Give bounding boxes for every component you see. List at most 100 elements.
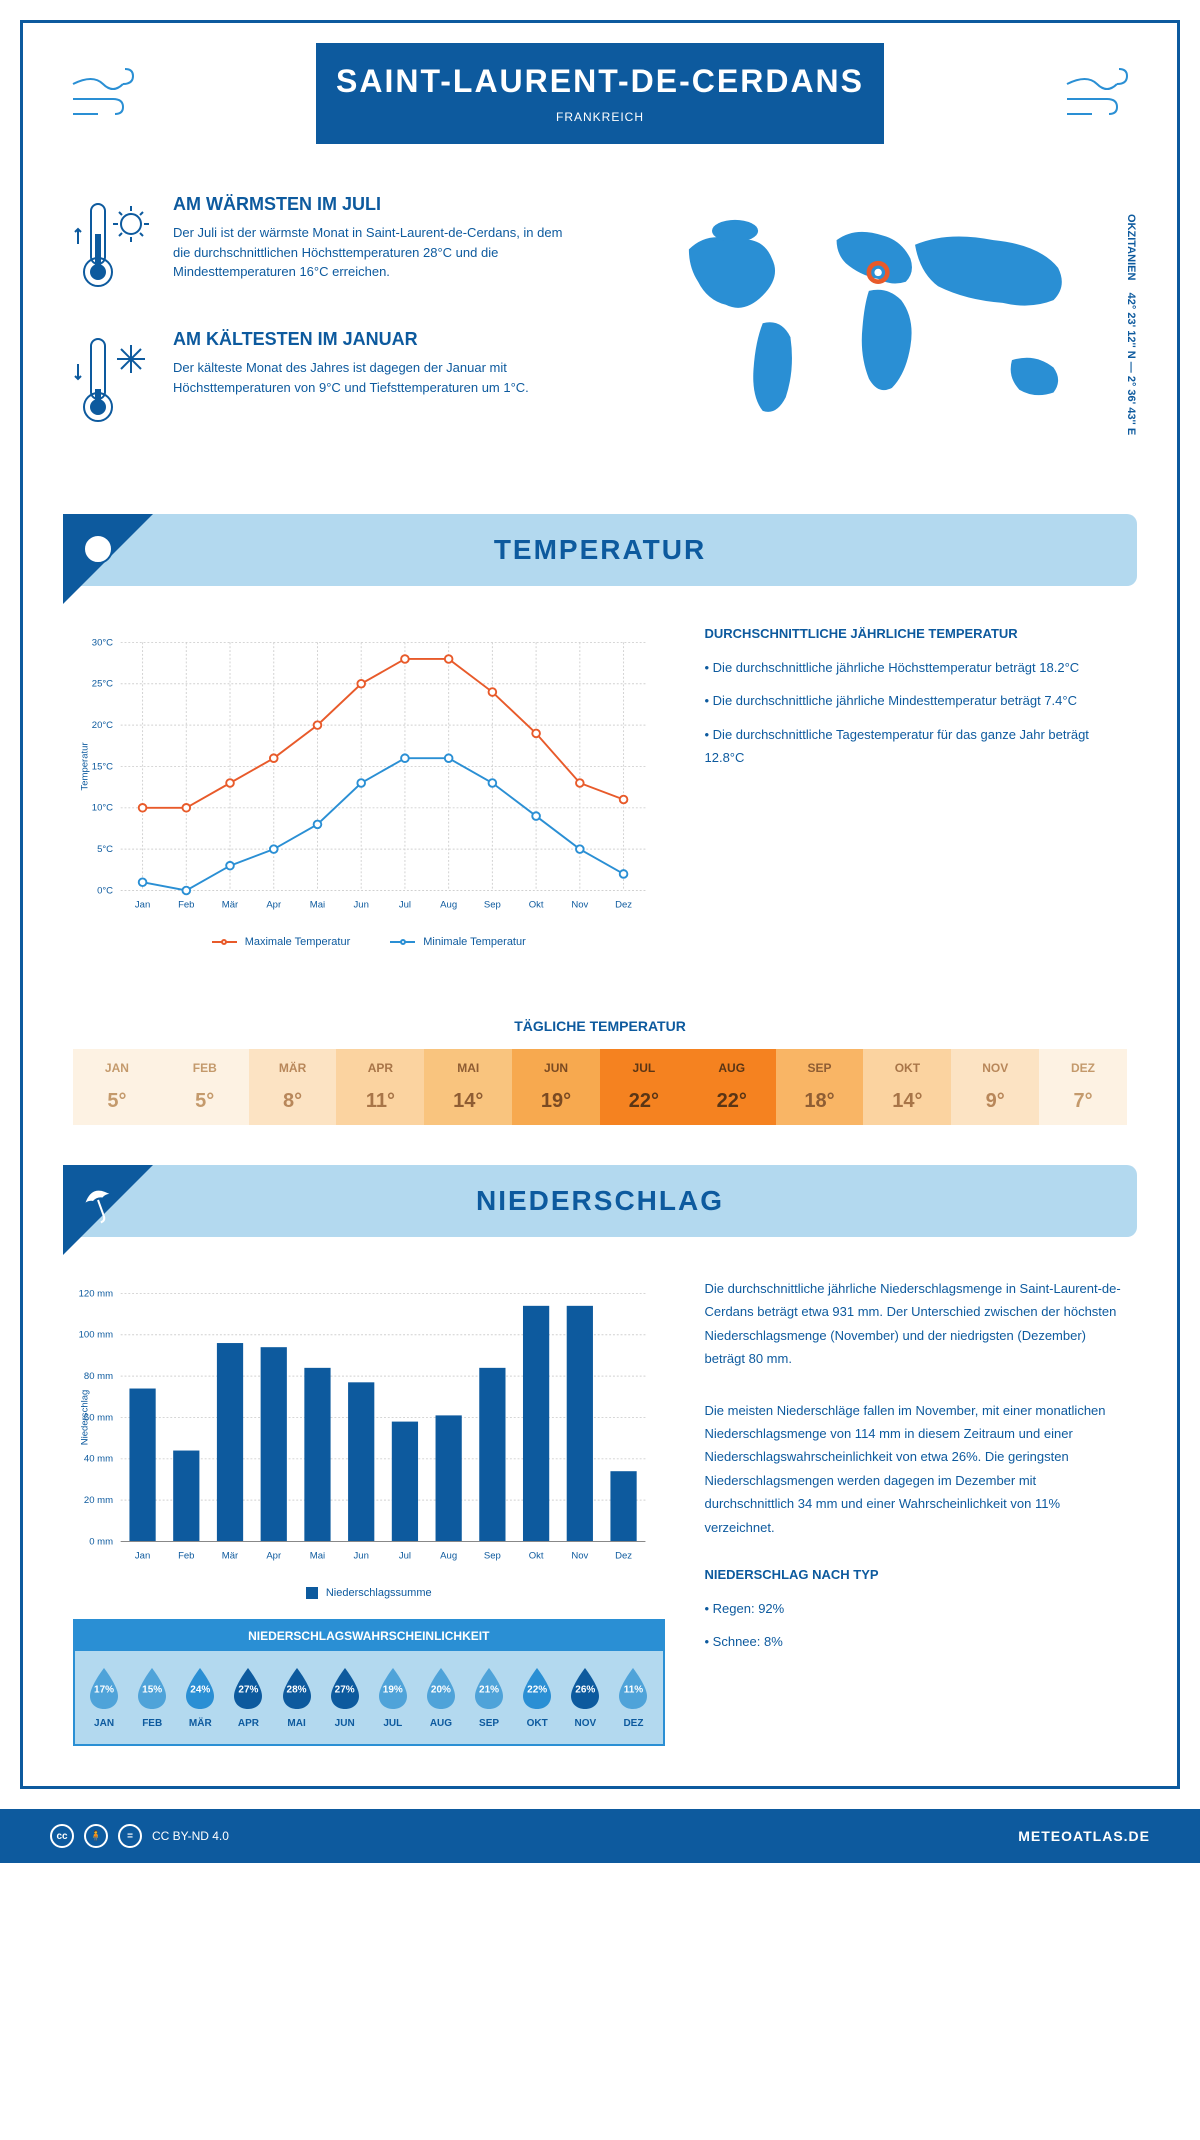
temp-cell: OKT 14° [863, 1049, 951, 1125]
precip-probability-box: NIEDERSCHLAGSWAHRSCHEINLICHKEIT 17% JAN … [73, 1619, 665, 1746]
temp-legend: Maximale Temperatur Minimale Temperatur [73, 936, 665, 948]
svg-text:30°C: 30°C [92, 637, 113, 648]
temp-cell: JAN 5° [73, 1049, 161, 1125]
droplet-icon: 15% [134, 1666, 170, 1710]
svg-text:25°C: 25°C [92, 679, 113, 690]
temp-annual-title: DURCHSCHNITTLICHE JÄHRLICHE TEMPERATUR [705, 626, 1128, 641]
temp-cell: MÄR 8° [249, 1049, 337, 1125]
coldest-block: AM KÄLTESTEN IM JANUAR Der kälteste Mona… [73, 329, 580, 434]
precip-prob-cell: 15% FEB [128, 1666, 176, 1729]
svg-text:Jan: Jan [135, 1551, 150, 1562]
temp-cell: JUL 22° [600, 1049, 688, 1125]
svg-text:10°C: 10°C [92, 803, 113, 814]
svg-text:Mär: Mär [222, 900, 239, 911]
precip-prob-title: NIEDERSCHLAGSWAHRSCHEINLICHKEIT [75, 1621, 663, 1651]
temperature-heading: TEMPERATUR [83, 534, 1117, 566]
svg-text:Sep: Sep [484, 900, 501, 911]
precip-prob-cell: 17% JAN [80, 1666, 128, 1729]
coldest-title: AM KÄLTESTEN IM JANUAR [173, 329, 580, 350]
droplet-icon: 21% [471, 1666, 507, 1710]
svg-text:Dez: Dez [615, 900, 632, 911]
svg-text:Feb: Feb [178, 900, 194, 911]
svg-text:Jul: Jul [399, 900, 411, 911]
svg-text:80 mm: 80 mm [84, 1371, 113, 1382]
wind-icon-right [1057, 64, 1137, 124]
svg-text:0 mm: 0 mm [89, 1536, 113, 1547]
svg-text:Mai: Mai [310, 1551, 325, 1562]
svg-text:Jun: Jun [354, 1551, 369, 1562]
infographic-container: SAINT-LAURENT-DE-CERDANS FRANKREICH AM W… [20, 20, 1180, 1789]
svg-text:Nov: Nov [571, 1551, 588, 1562]
svg-text:Feb: Feb [178, 1551, 194, 1562]
droplet-icon: 24% [182, 1666, 218, 1710]
header-row: SAINT-LAURENT-DE-CERDANS FRANKREICH [23, 23, 1177, 164]
svg-text:Sep: Sep [484, 1551, 501, 1562]
precip-prob-cell: 11% DEZ [609, 1666, 657, 1729]
site-name: METEOATLAS.DE [1018, 1828, 1150, 1844]
droplet-icon: 26% [567, 1666, 603, 1710]
temp-cell: JUN 19° [512, 1049, 600, 1125]
svg-text:Mär: Mär [222, 1551, 239, 1562]
droplet-icon: 11% [615, 1666, 651, 1710]
precip-prob-cell: 19% JUL [369, 1666, 417, 1729]
svg-text:Jul: Jul [399, 1551, 411, 1562]
warmest-title: AM WÄRMSTEN IM JULI [173, 194, 580, 215]
title-banner: SAINT-LAURENT-DE-CERDANS FRANKREICH [316, 43, 884, 144]
temp-cell: APR 11° [336, 1049, 424, 1125]
daily-temp-table: JAN 5° FEB 5° MÄR 8° APR 11° MAI 14° JUN… [73, 1049, 1127, 1125]
svg-text:Jun: Jun [354, 900, 369, 911]
droplet-icon: 19% [375, 1666, 411, 1710]
temperature-chart-section: 0°C5°C10°C15°C20°C25°C30°CJanFebMärAprMa… [23, 586, 1177, 988]
country-subtitle: FRANKREICH [336, 110, 864, 124]
temp-cell: FEB 5° [161, 1049, 249, 1125]
cc-icon: cc [50, 1824, 74, 1848]
precip-type-title: NIEDERSCHLAG NACH TYP [705, 1567, 1128, 1582]
svg-text:20°C: 20°C [92, 720, 113, 731]
coordinates: OKZITANIEN 42° 23' 12'' N — 2° 36' 43'' … [1125, 214, 1137, 435]
license-text: CC BY-ND 4.0 [152, 1829, 229, 1843]
svg-text:Aug: Aug [440, 900, 457, 911]
precip-prob-cell: 21% SEP [465, 1666, 513, 1729]
precipitation-bar-chart: 0 mm20 mm40 mm60 mm80 mm100 mm120 mmNied… [73, 1277, 665, 1577]
temperature-section-header: TEMPERATUR [63, 514, 1137, 586]
svg-text:Dez: Dez [615, 1551, 632, 1562]
svg-text:Jan: Jan [135, 900, 150, 911]
warmest-text: Der Juli ist der wärmste Monat in Saint-… [173, 223, 580, 282]
temp-cell: DEZ 7° [1039, 1049, 1127, 1125]
license-block: cc 🧍 = CC BY-ND 4.0 [50, 1824, 229, 1848]
precip-prob-cell: 28% MAI [273, 1666, 321, 1729]
coldest-text: Der kälteste Monat des Jahres ist dagege… [173, 358, 580, 397]
svg-text:Mai: Mai [310, 900, 325, 911]
temp-cell: AUG 22° [688, 1049, 776, 1125]
precip-legend: Niederschlagssumme [73, 1587, 665, 1599]
precip-prob-cell: 27% APR [224, 1666, 272, 1729]
sun-icon [73, 524, 123, 574]
svg-text:Apr: Apr [266, 1551, 282, 1562]
temp-cell: SEP 18° [776, 1049, 864, 1125]
droplet-icon: 17% [86, 1666, 122, 1710]
temp-annual-text: DURCHSCHNITTLICHE JÄHRLICHE TEMPERATUR •… [705, 626, 1128, 948]
footer: cc 🧍 = CC BY-ND 4.0 METEOATLAS.DE [0, 1809, 1200, 1863]
precip-prob-cell: 24% MÄR [176, 1666, 224, 1729]
precipitation-chart-section: 0 mm20 mm40 mm60 mm80 mm100 mm120 mmNied… [23, 1237, 1177, 1786]
daily-temp-title: TÄGLICHE TEMPERATUR [23, 1018, 1177, 1034]
nd-icon: = [118, 1824, 142, 1848]
temp-cell: MAI 14° [424, 1049, 512, 1125]
droplet-icon: 22% [519, 1666, 555, 1710]
svg-text:40 mm: 40 mm [84, 1454, 113, 1465]
wind-icon-left [63, 64, 143, 124]
world-map [620, 194, 1127, 434]
droplet-icon: 27% [230, 1666, 266, 1710]
thermometer-cold-icon [73, 329, 153, 434]
temp-cell: NOV 9° [951, 1049, 1039, 1125]
svg-text:Nov: Nov [571, 900, 588, 911]
svg-text:Temperatur: Temperatur [79, 742, 90, 791]
umbrella-icon [73, 1175, 123, 1225]
svg-text:5°C: 5°C [97, 844, 113, 855]
svg-text:0°C: 0°C [97, 885, 113, 896]
svg-text:Niederschlag: Niederschlag [79, 1390, 90, 1446]
temperature-line-chart: 0°C5°C10°C15°C20°C25°C30°CJanFebMärAprMa… [73, 626, 665, 926]
svg-text:20 mm: 20 mm [84, 1495, 113, 1506]
droplet-icon: 20% [423, 1666, 459, 1710]
precip-prob-cell: 27% JUN [321, 1666, 369, 1729]
